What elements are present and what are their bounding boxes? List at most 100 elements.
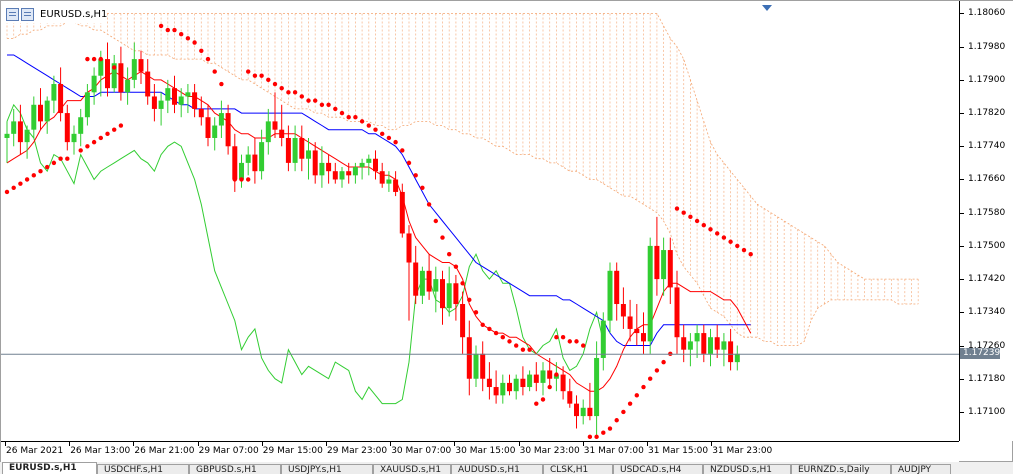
candle-body bbox=[547, 370, 553, 379]
chart-tab[interactable]: USDJPY.s,H1 bbox=[281, 464, 373, 474]
candle-body bbox=[701, 333, 707, 354]
candle-body bbox=[393, 179, 399, 192]
candle-body bbox=[507, 382, 512, 392]
candle-body bbox=[574, 403, 579, 417]
candle-body bbox=[634, 328, 640, 334]
time-axis[interactable]: 26 Mar 2021 26 Mar 13:00 26 Mar 21:00 29 Ma… bbox=[1, 441, 959, 462]
sar-dot bbox=[366, 123, 371, 128]
chart-window[interactable]: EURUSD.s,H1 1.18060 1.17980 1.17900 1.17820… bbox=[0, 0, 1013, 462]
candle-body bbox=[587, 407, 593, 417]
candle-body bbox=[339, 171, 345, 180]
price-tick bbox=[960, 113, 964, 115]
chart-tab[interactable]: NZDUSD.s,H1 bbox=[703, 464, 791, 474]
time-tick bbox=[711, 442, 713, 446]
price-axis[interactable]: 1.18060 1.17980 1.17900 1.17820 1.17740 1.176… bbox=[959, 1, 1013, 441]
time-tick bbox=[197, 442, 199, 446]
candle-body bbox=[326, 162, 332, 172]
chart-tab[interactable]: USDCHF.s,H1 bbox=[97, 464, 189, 474]
candle-body bbox=[600, 320, 606, 358]
sar-dot bbox=[554, 372, 559, 377]
time-tick-label: 26 Mar 21:00 bbox=[134, 446, 195, 456]
sar-dot bbox=[514, 343, 519, 348]
sar-dot bbox=[701, 222, 706, 228]
chart-tab[interactable]: EURNZD.s,Daily bbox=[791, 464, 891, 474]
candle-body bbox=[299, 137, 305, 159]
sar-dot bbox=[728, 239, 733, 244]
candle-body bbox=[614, 270, 620, 305]
chart-window-icon bbox=[6, 7, 36, 21]
chart-tab[interactable]: CLSK,H1 bbox=[543, 464, 613, 474]
chart-tab[interactable]: USDCAD.s,H4 bbox=[613, 464, 703, 474]
sar-dot bbox=[112, 65, 117, 70]
chikou-span-line bbox=[6, 103, 604, 405]
time-tick-label: 29 Mar 23:00 bbox=[327, 446, 388, 456]
candle-body bbox=[473, 353, 479, 379]
candle-body bbox=[111, 63, 117, 89]
chart-plot-area[interactable] bbox=[1, 1, 959, 441]
sar-dot bbox=[165, 27, 170, 33]
sar-dot bbox=[65, 156, 70, 161]
time-tick-label: 29 Mar 07:00 bbox=[198, 446, 259, 456]
ichimoku-lines bbox=[6, 54, 752, 405]
candle-body bbox=[359, 162, 365, 168]
sar-dot bbox=[98, 56, 104, 62]
candle-body bbox=[71, 133, 77, 143]
candle-body bbox=[192, 92, 198, 109]
sar-dot bbox=[359, 119, 365, 124]
sar-dot bbox=[554, 335, 559, 340]
sar-dot bbox=[648, 376, 653, 381]
candle-body bbox=[373, 158, 378, 172]
sar-dot bbox=[460, 281, 465, 286]
chart-tab[interactable]: AUDJPY bbox=[891, 464, 951, 474]
sar-dot bbox=[38, 168, 43, 174]
sar-dot bbox=[373, 127, 378, 132]
sar-dot bbox=[11, 185, 16, 190]
chart-tab[interactable]: GBPUSD.s,H1 bbox=[189, 464, 281, 474]
candle-body bbox=[38, 104, 43, 122]
sar-dot bbox=[353, 115, 358, 120]
candle-body bbox=[627, 316, 633, 329]
sar-dot bbox=[286, 90, 291, 95]
sar-dot bbox=[185, 36, 191, 41]
sar-dot bbox=[299, 94, 304, 99]
price-tick-label: 1.17340 bbox=[968, 307, 1006, 318]
sar-dot bbox=[534, 401, 539, 406]
sar-dot bbox=[715, 231, 720, 236]
price-tick-label: 1.17260 bbox=[968, 340, 1006, 351]
candle-body bbox=[661, 250, 667, 280]
candle-body bbox=[245, 154, 251, 163]
sar-dot bbox=[581, 343, 586, 348]
sar-dot bbox=[380, 131, 385, 137]
sar-dot bbox=[694, 218, 700, 224]
current-price-label: 1.17239 bbox=[960, 348, 1000, 360]
candle-body bbox=[493, 387, 499, 396]
price-tick bbox=[960, 146, 964, 148]
price-tick-label: 1.17180 bbox=[968, 373, 1006, 384]
sar-dot bbox=[292, 90, 298, 95]
sar-dot bbox=[192, 40, 197, 45]
candle-body bbox=[641, 333, 646, 342]
sar-dot bbox=[179, 32, 184, 37]
sar-dot bbox=[748, 252, 753, 257]
candle-body bbox=[312, 150, 318, 176]
sar-dot bbox=[547, 384, 552, 390]
senkou-span-a-line bbox=[7, 21, 919, 346]
sar-dot bbox=[426, 202, 432, 207]
chart-tab[interactable]: EURUSD.s,H1 bbox=[2, 462, 97, 474]
sar-dot bbox=[674, 206, 680, 211]
chart-shift-marker-icon[interactable] bbox=[762, 5, 772, 11]
sar-dot bbox=[493, 330, 499, 336]
time-tick-label: 26 Mar 2021 bbox=[6, 446, 64, 456]
candle-body bbox=[580, 407, 586, 417]
chart-tab[interactable]: AUDUSD.s,H1 bbox=[451, 464, 543, 474]
candle-body bbox=[84, 92, 90, 118]
candle-body bbox=[172, 88, 177, 105]
sar-dot bbox=[654, 368, 660, 373]
price-tick bbox=[960, 46, 964, 48]
sar-dot bbox=[420, 185, 425, 190]
sar-dot bbox=[393, 139, 398, 145]
sar-dot bbox=[601, 430, 606, 435]
time-tick bbox=[133, 442, 135, 446]
candle-body bbox=[527, 374, 533, 388]
chart-tab[interactable]: XAUUSD.s,H1 bbox=[373, 464, 451, 474]
